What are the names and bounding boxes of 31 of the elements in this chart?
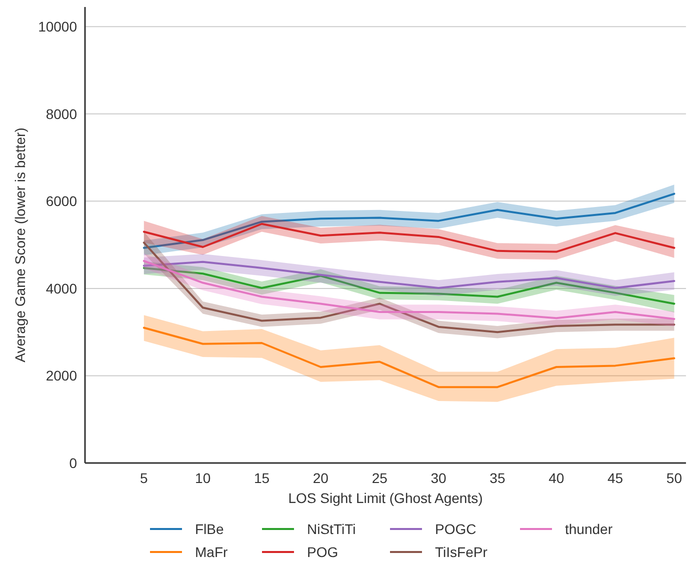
- x-tick-label: 30: [430, 470, 447, 486]
- y-tick-label: 4000: [46, 280, 78, 296]
- x-tick-label: 20: [312, 470, 329, 486]
- y-tick-label: 8000: [46, 106, 78, 122]
- line-series: [142, 266, 676, 305]
- legend-label: POG: [307, 544, 338, 560]
- legend-label: NiStTiTi: [307, 521, 356, 537]
- legend-label: MaFr: [195, 544, 228, 560]
- y-tick-label: 2000: [46, 368, 78, 384]
- legend-label: thunder: [565, 521, 613, 537]
- x-tick-label: 15: [254, 470, 270, 486]
- x-tick-label: 10: [195, 470, 211, 486]
- x-axis-title: LOS Sight Limit (Ghost Agents): [288, 490, 483, 506]
- legend-label: FlBe: [195, 521, 224, 537]
- y-tick-label: 0: [69, 455, 78, 471]
- y-tick-label: 10000: [38, 18, 78, 35]
- x-tick-label: 5: [140, 470, 148, 486]
- line-series: [142, 260, 676, 290]
- line-series: [142, 192, 676, 249]
- legend-label: POGC: [435, 521, 476, 537]
- y-axis-title: Average Game Score (lower is better): [12, 128, 28, 362]
- y-tick-label: 6000: [46, 193, 78, 210]
- line-series: [142, 326, 676, 388]
- line-series: [142, 260, 676, 320]
- x-tick-label: 35: [490, 470, 506, 486]
- x-tick-label: 45: [608, 470, 624, 486]
- x-tick-label: 50: [666, 470, 682, 486]
- legend-label: TiIsFePr: [435, 544, 488, 560]
- line-series: [142, 222, 676, 253]
- x-tick-label: 40: [548, 470, 564, 486]
- x-tick-label: 25: [372, 470, 388, 486]
